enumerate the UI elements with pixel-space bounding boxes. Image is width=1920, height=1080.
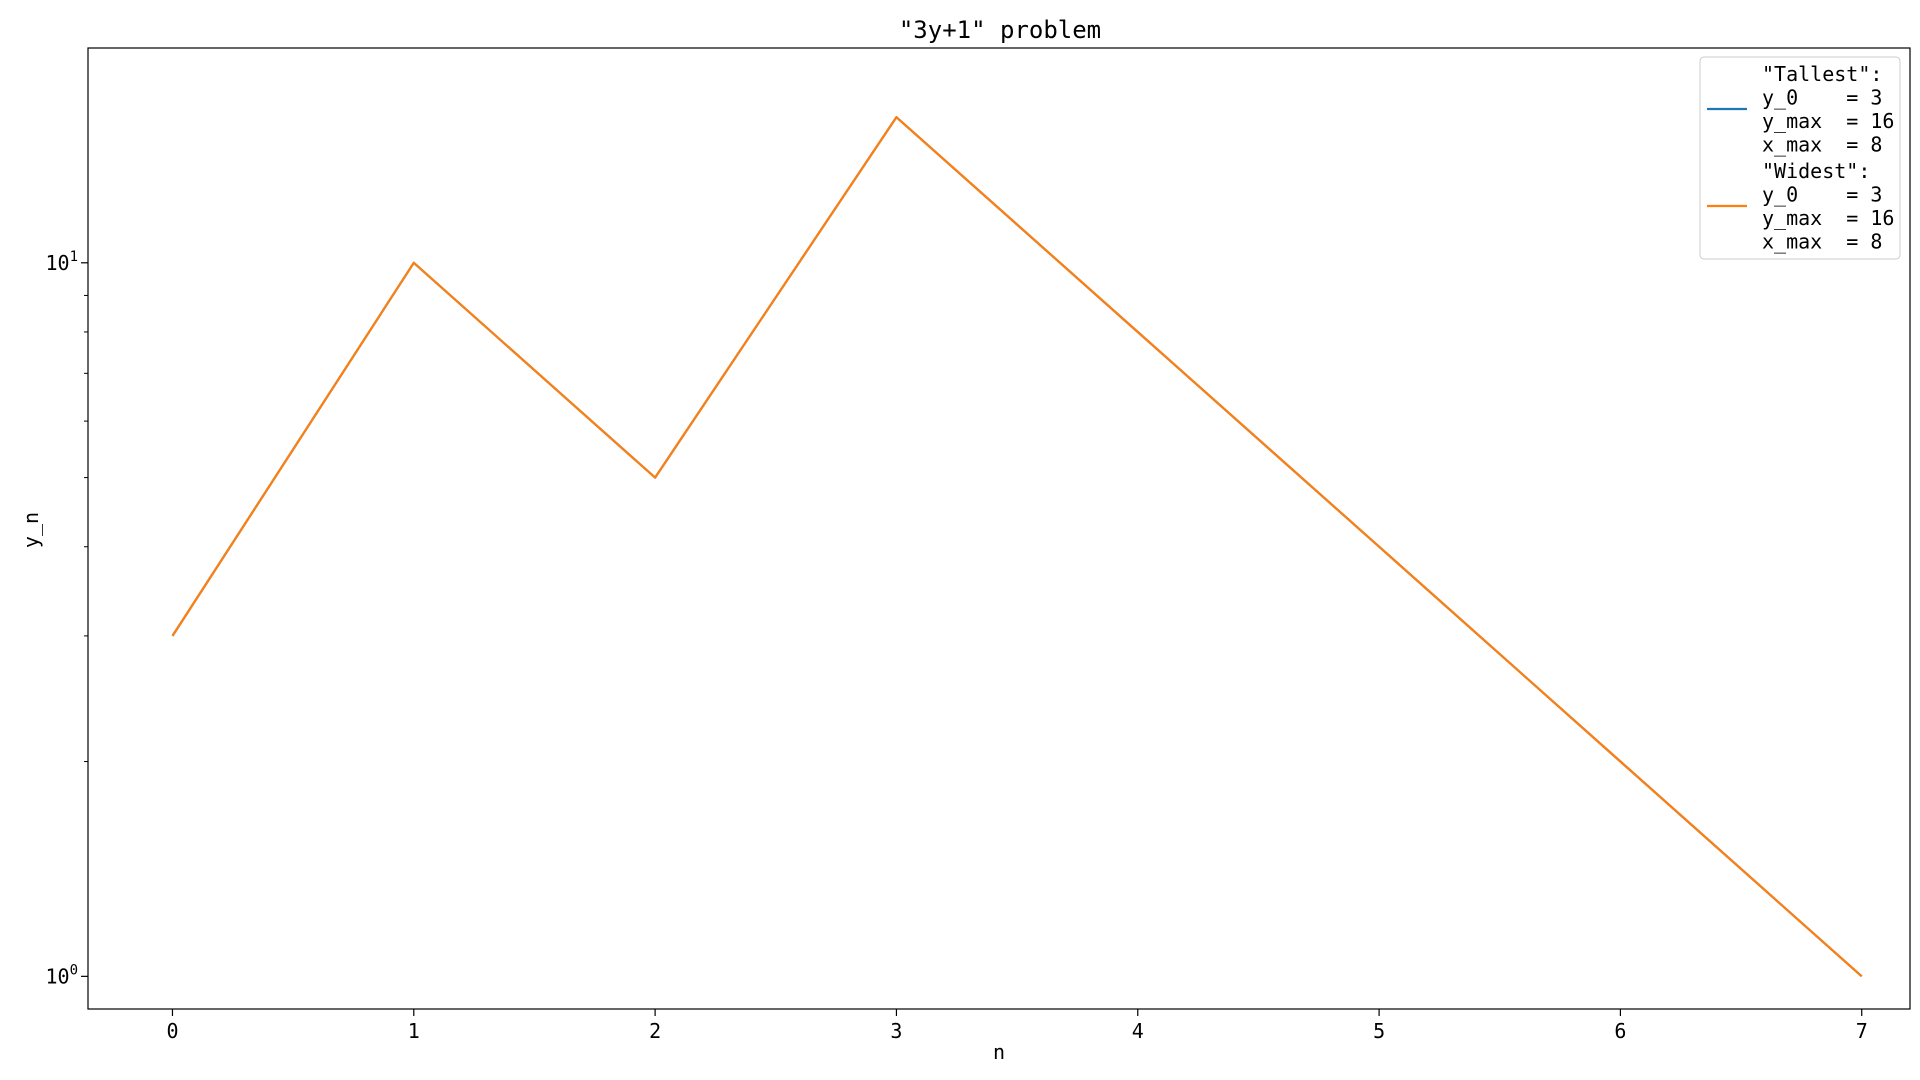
legend-line: y_max = 16 [1762,109,1894,133]
x-tick-label: 4 [1132,1019,1144,1043]
legend-line: "Widest": [1762,159,1870,183]
y-tick-label: 100 [45,962,78,988]
legend-line: x_max = 8 [1762,133,1882,157]
y-tick-exponent: 1 [70,249,78,265]
legend-line: x_max = 8 [1762,230,1882,254]
x-tick-label: 3 [890,1019,902,1043]
x-axis-label: n [993,1040,1005,1064]
x-axis-ticks: 0 1 2 3 4 5 6 7 [166,1009,1868,1043]
x-tick-label: 7 [1856,1019,1868,1043]
legend-entry-0: "Tallest": y_0 = 3 y_max = 16 x_max = 8 [1762,62,1894,157]
x-tick-label: 2 [649,1019,661,1043]
chart-title: "3y+1" problem [899,16,1101,44]
y-tick-exponent: 0 [70,962,78,978]
legend-box [1699,56,1901,260]
legend-line: y_max = 16 [1762,206,1894,230]
legend-line: "Tallest": [1762,62,1882,86]
legend-line: y_0 = 3 [1762,86,1882,110]
x-tick-label: 0 [166,1019,178,1043]
legend-entry-1: "Widest": y_0 = 3 y_max = 16 x_max = 8 [1762,159,1894,254]
x-tick-label: 6 [1614,1019,1626,1043]
x-tick-label: 5 [1373,1019,1385,1043]
series-line-1 [171,116,1863,978]
plot-area-frame [87,47,1911,1010]
y-axis-label: y_n [19,512,43,548]
y-tick-base: 10 [45,964,69,988]
legend: "Tallest": y_0 = 3 y_max = 16 x_max = 8"Wid… [1699,56,1901,260]
x-tick-label: 1 [408,1019,420,1043]
y-tick-label: 101 [45,249,78,275]
series-line-0 [171,116,1863,978]
series-lines [171,116,1863,978]
y-tick-base: 10 [45,251,69,275]
legend-line: y_0 = 3 [1762,183,1882,207]
